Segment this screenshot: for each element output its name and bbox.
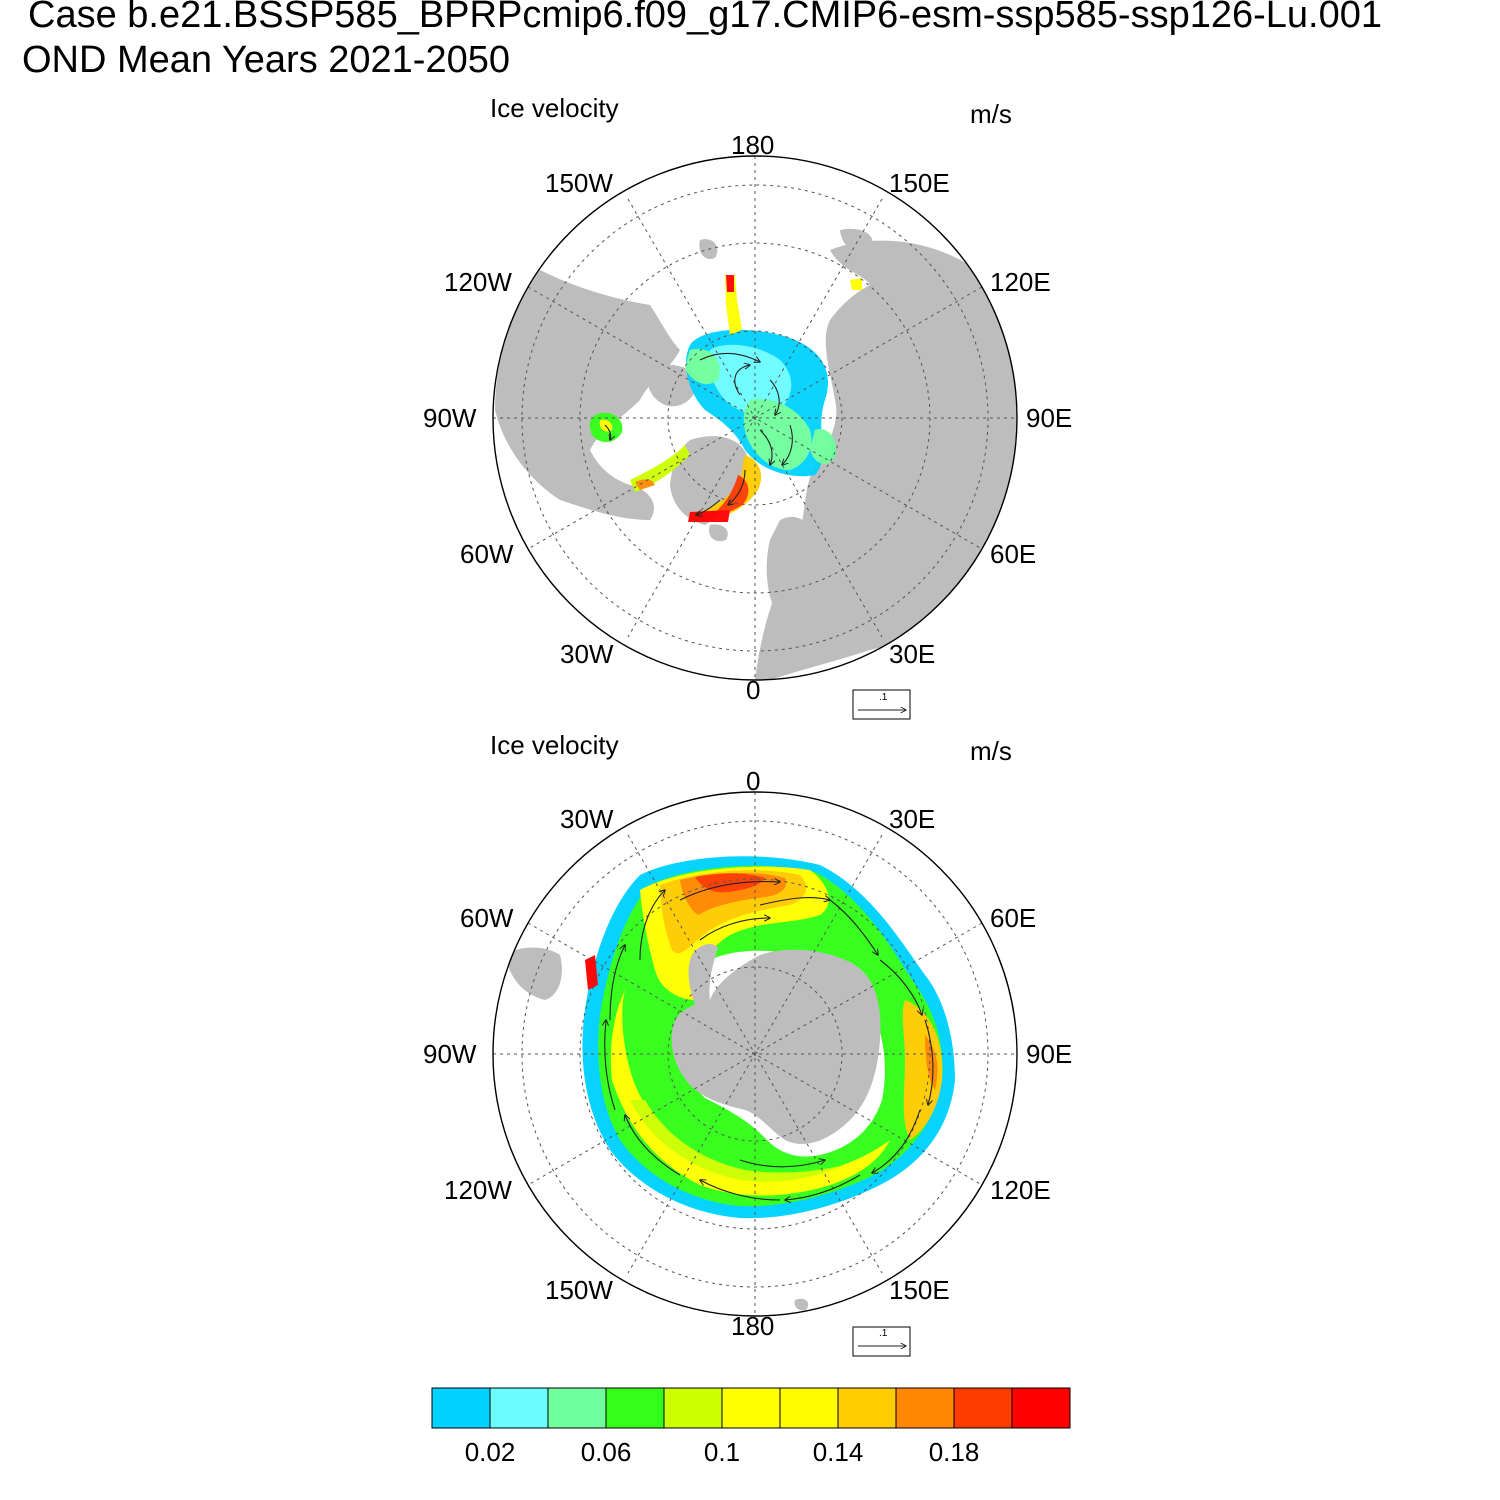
- colorbar-tick-label: 0.1: [704, 1437, 740, 1467]
- lon-label: 60W: [460, 903, 514, 933]
- reference-vector-label: .1: [879, 692, 888, 703]
- colorbar-tick-label: 0.14: [813, 1437, 864, 1467]
- velocity-vectors: [605, 882, 934, 1200]
- lon-label: 180: [731, 1311, 775, 1341]
- lon-label: 30W: [560, 639, 614, 669]
- colorbar-swatch: [605, 1387, 665, 1429]
- velocity-vectors: [604, 352, 793, 515]
- reference-vector-box: .1: [852, 1326, 911, 1357]
- colorbar-swatch: [547, 1387, 607, 1429]
- graticule: [493, 156, 1017, 680]
- land-mass: [495, 228, 1017, 680]
- lon-label: 180: [731, 130, 775, 160]
- lon-label: 120W: [444, 1175, 512, 1205]
- lon-label: 120E: [990, 1175, 1051, 1205]
- lon-label: 30E: [889, 804, 936, 834]
- lon-label: 150E: [889, 168, 950, 198]
- colorbar: 0.02 0.06 0.1 0.14 0.18: [431, 1387, 1071, 1467]
- reference-vector-label: .1: [879, 1328, 888, 1339]
- reference-vector-box: .1: [852, 689, 911, 720]
- lon-label: 90E: [1026, 403, 1073, 433]
- colorbar-tick-label: 0.02: [465, 1437, 516, 1467]
- period-title: OND Mean Years 2021-2050: [22, 39, 510, 81]
- lon-label: 120W: [444, 267, 512, 297]
- colorbar-swatch: [953, 1387, 1013, 1429]
- case-title: Case b.e21.BSSP585_BPRPcmip6.f09_g17.CMI…: [28, 0, 1382, 36]
- colorbar-swatch: [663, 1387, 723, 1429]
- south-polar-map: .1: [492, 791, 1018, 1357]
- map-boundary: [492, 155, 1018, 681]
- lon-label: 150W: [545, 168, 613, 198]
- colorbar-swatch: [721, 1387, 781, 1429]
- graticule: [493, 792, 1017, 1316]
- lon-label: 150W: [545, 1275, 613, 1305]
- colorbar-swatch: [779, 1387, 839, 1429]
- panel-north-title: Ice velocity: [490, 93, 619, 123]
- lon-label: 120E: [990, 267, 1051, 297]
- colorbar-swatch: [1011, 1387, 1071, 1429]
- lon-label: 0: [746, 675, 761, 705]
- colorbar-tick-label: 0.18: [929, 1437, 980, 1467]
- lon-label: 90W: [423, 403, 477, 433]
- lon-label: 90W: [423, 1039, 477, 1069]
- lon-label: 60W: [460, 539, 514, 569]
- lon-label: 30W: [560, 804, 614, 834]
- colorbar-swatch: [489, 1387, 549, 1429]
- colorbar-swatch: [837, 1387, 897, 1429]
- panel-north-units: m/s: [970, 99, 1012, 129]
- land-mass: [505, 944, 881, 1311]
- lon-label: 90E: [1026, 1039, 1073, 1069]
- map-boundary: [492, 791, 1018, 1317]
- panel-south-units: m/s: [970, 736, 1012, 766]
- north-polar-map: .1: [492, 155, 1018, 720]
- colorbar-swatch: [431, 1387, 491, 1429]
- panel-south-title: Ice velocity: [490, 730, 619, 760]
- lon-label: 0: [746, 766, 761, 796]
- lon-label: 60E: [990, 539, 1037, 569]
- lon-label: 30E: [889, 639, 936, 669]
- colorbar-swatch: [895, 1387, 955, 1429]
- lon-label: 60E: [990, 903, 1037, 933]
- colorbar-tick-label: 0.06: [581, 1437, 632, 1467]
- lon-label: 150E: [889, 1275, 950, 1305]
